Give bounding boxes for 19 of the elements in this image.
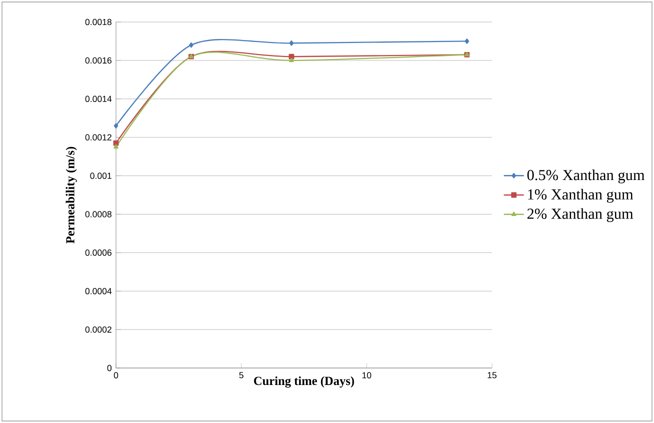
y-tick-label: 0.0014 <box>85 96 112 102</box>
y-tick-label: 0.001 <box>90 172 112 179</box>
y-tick-label: 0.0018 <box>85 18 112 26</box>
legend-label: 1% Xanthan gum <box>528 188 634 203</box>
x-axis-title: Curing time (Days) <box>254 376 354 388</box>
legend-label: 0.5% Xanthan gum <box>527 169 645 184</box>
y-tick-label: 0.0016 <box>85 57 112 64</box>
x-tick-label: 15 <box>488 372 497 378</box>
y-tick-label: 0.0012 <box>85 134 112 140</box>
legend-label: 2% Xanthan gum <box>527 208 634 222</box>
y-tick-label: 0.0008 <box>85 211 112 218</box>
x-tick-label: 10 <box>362 372 372 378</box>
y-tick-label: 0.0006 <box>85 250 112 256</box>
x-tick-label: 0 <box>114 372 118 378</box>
y-tick-label: 0 <box>107 364 112 372</box>
y-tick-label: 0.0002 <box>85 326 112 333</box>
x-tick-label: 5 <box>239 372 244 378</box>
y-axis-title: Permeability (m/s) <box>66 146 77 244</box>
y-tick-label: 0.0004 <box>85 288 112 294</box>
